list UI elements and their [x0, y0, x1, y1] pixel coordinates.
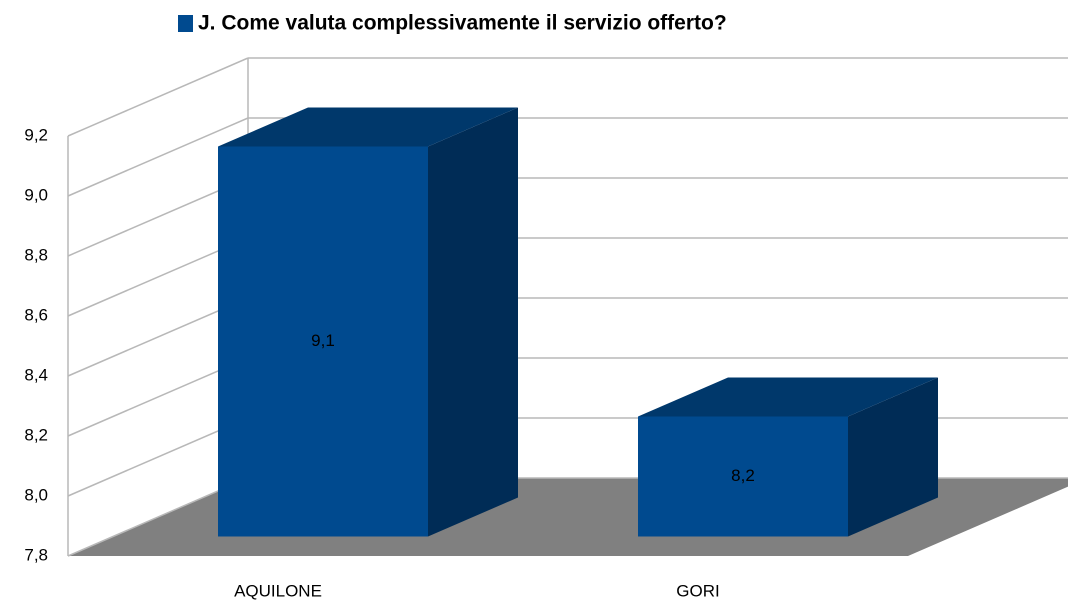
- bar-top: [638, 377, 938, 417]
- x-tick-label: AQUILONE: [234, 581, 322, 600]
- bar: [638, 377, 938, 537]
- bar-top: [218, 107, 518, 147]
- y-tick-label: 8,0: [24, 485, 48, 504]
- value-label: 9,1: [311, 331, 335, 350]
- y-tick-label: 9,2: [24, 125, 48, 144]
- y-tick-label: 9,0: [24, 185, 48, 204]
- legend-swatch: [178, 15, 193, 32]
- bar-side: [848, 377, 938, 537]
- y-tick-label: 8,6: [24, 305, 48, 324]
- bar: [218, 107, 518, 537]
- y-tick-label: 8,8: [24, 245, 48, 264]
- x-tick-label: GORI: [676, 581, 719, 600]
- legend-label: J. Come valuta complessivamente il servi…: [198, 12, 727, 35]
- bar-front: [638, 416, 848, 537]
- bar-front: [218, 146, 428, 537]
- y-tick-label: 8,4: [24, 365, 48, 384]
- bar-side: [428, 107, 518, 537]
- grid-line: [67, 57, 249, 137]
- y-tick-label: 8,2: [24, 425, 48, 444]
- value-label: 8,2: [731, 466, 755, 485]
- grid-line: [67, 117, 249, 197]
- y-tick-label: 7,8: [24, 545, 48, 564]
